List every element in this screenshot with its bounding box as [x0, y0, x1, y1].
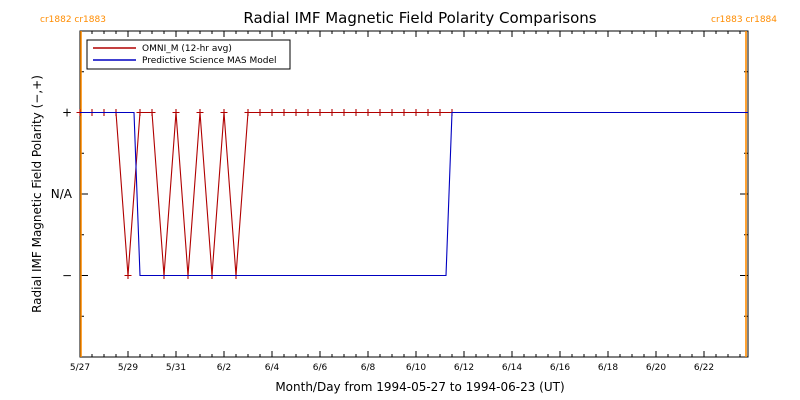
x-tick-label: 5/31 — [166, 363, 186, 373]
y-axis-label: Radial IMF Magnetic Field Polarity (−,+) — [30, 75, 44, 313]
carrington-label: cr1882 cr1883 — [40, 15, 106, 25]
x-tick-label: 6/2 — [217, 363, 231, 373]
x-axis-ticks: 5/27 5/29 5/31 6/2 6/4 6/6 6/8 6/10 6/12 6/14 6/16… — [70, 31, 741, 373]
series-point-marker — [148, 109, 156, 116]
x-axis-label: Month/Day from 1994-05-27 to 1994-06-23 … — [275, 380, 564, 394]
series-point-marker — [304, 109, 312, 116]
series-point-marker — [376, 109, 384, 116]
series-point-marker — [268, 109, 276, 116]
series-point-marker — [292, 109, 300, 116]
series-point-marker — [196, 109, 204, 116]
series-point-marker — [328, 109, 336, 116]
legend-box — [86, 39, 291, 70]
series-point-marker — [388, 109, 396, 116]
x-tick-label: 6/6 — [313, 363, 328, 373]
y-tick-label: N/A — [51, 187, 73, 201]
carrington-rotation-labels: cr1882 cr1883 cr1883 cr1884 — [40, 15, 777, 25]
x-tick-label: 5/27 — [70, 363, 90, 373]
x-tick-label: 6/12 — [454, 363, 474, 373]
series-point-marker — [436, 109, 444, 116]
series-point-marker — [280, 109, 288, 116]
series-point-marker — [124, 272, 132, 279]
carrington-label: cr1883 cr1884 — [711, 15, 777, 25]
series-point-marker — [340, 109, 348, 116]
legend-label: Predictive Science MAS Model — [142, 56, 277, 66]
series-point-marker — [424, 109, 432, 116]
x-tick-label: 6/22 — [694, 363, 714, 373]
series-point-marker — [136, 109, 144, 116]
x-tick-label: 6/18 — [598, 363, 618, 373]
series-point-marker — [256, 109, 264, 116]
series-point-marker — [244, 109, 252, 116]
carrington-markers — [80, 31, 747, 357]
legend: OMNI_M (12-hr avg) Predictive Science MAS… — [86, 39, 291, 70]
chart-title: Radial IMF Magnetic Field Polarity Compa… — [243, 9, 596, 27]
series-line — [80, 111, 452, 276]
x-tick-label: 6/20 — [646, 363, 666, 373]
y-tick-label: − — [62, 269, 72, 283]
series-point-marker — [364, 109, 372, 116]
legend-label: OMNI_M (12-hr avg) — [142, 44, 232, 54]
x-tick-label: 6/14 — [502, 363, 522, 373]
x-tick-label: 6/16 — [550, 363, 570, 373]
series-point-marker — [400, 109, 408, 116]
series-line — [80, 111, 748, 277]
series-point-marker — [220, 109, 228, 116]
x-tick-label: 6/4 — [265, 363, 280, 373]
series-point-marker — [172, 109, 180, 116]
x-tick-label: 6/8 — [361, 363, 376, 373]
y-axis-ticks: + N/A − — [51, 71, 748, 317]
y-tick-label: + — [62, 106, 72, 120]
data-series — [76, 109, 748, 279]
series-point-marker — [316, 109, 324, 116]
x-tick-label: 5/29 — [118, 363, 138, 373]
plot-frame — [79, 30, 749, 358]
x-tick-label: 6/10 — [406, 363, 426, 373]
series-point-marker — [412, 109, 420, 116]
series-point-marker — [352, 109, 360, 116]
